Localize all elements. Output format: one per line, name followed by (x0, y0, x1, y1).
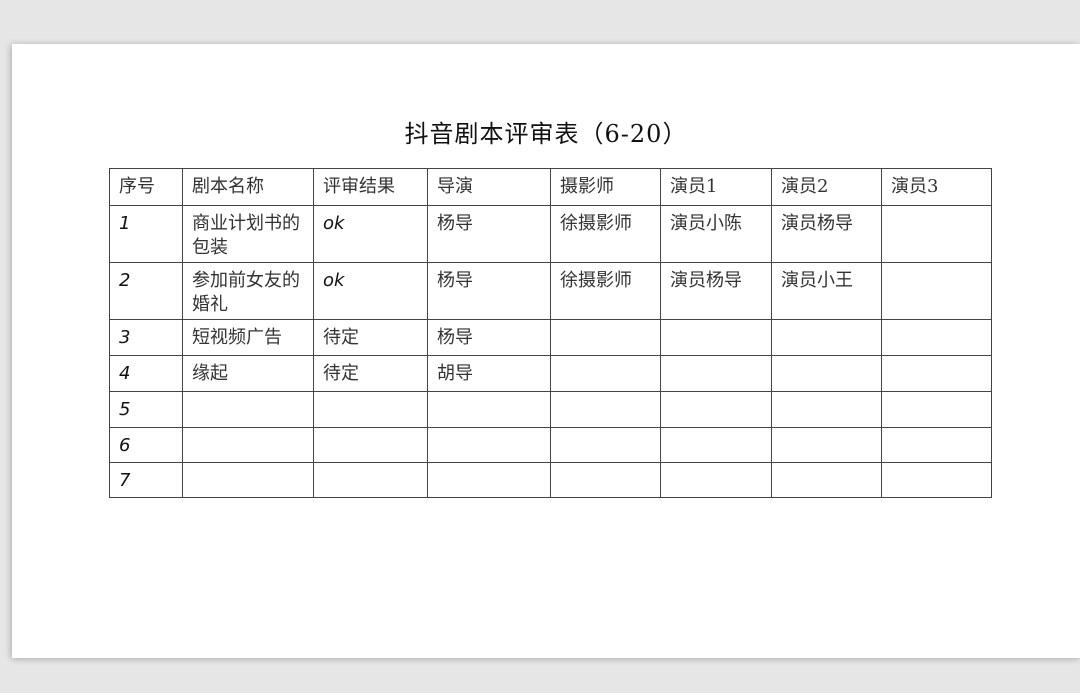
table-cell (550, 427, 661, 463)
table-cell (313, 391, 428, 428)
table-cell (427, 427, 551, 463)
column-header: 摄影师 (550, 168, 661, 206)
table-cell (881, 427, 992, 463)
table-header-row: 序号 剧本名称 评审结果 导演 摄影师 演员1 演员2 演员3 (109, 168, 992, 206)
table-cell (881, 462, 992, 498)
table-cell (881, 205, 992, 263)
table-cell: 徐摄影师 (550, 205, 661, 263)
table-cell (313, 427, 428, 463)
table-cell: ok (313, 262, 428, 320)
table-cell: 待定 (313, 319, 428, 356)
column-header: 评审结果 (313, 168, 428, 206)
table-cell (881, 391, 992, 428)
table-row: 4 缘起 待定 胡导 (109, 355, 992, 392)
table-row: 1 商业计划书的包装 ok 杨导 徐摄影师 演员小陈 演员杨导 (109, 205, 992, 263)
table-cell: 杨导 (427, 262, 551, 320)
table-row: 3 短视频广告 待定 杨导 (109, 319, 992, 356)
table-cell: 演员杨导 (771, 205, 882, 263)
table-cell: 3 (109, 319, 183, 356)
table-cell (550, 391, 661, 428)
table-cell (427, 462, 551, 498)
table-cell (550, 319, 661, 356)
table-cell: 7 (109, 462, 183, 498)
table-cell: 待定 (313, 355, 428, 392)
table-cell: 商业计划书的包装 (182, 205, 314, 263)
table-cell (881, 262, 992, 320)
table-row: 5 (109, 391, 992, 428)
table-cell (660, 391, 772, 428)
table-cell (881, 355, 992, 392)
table-cell (660, 319, 772, 356)
document-page: 抖音剧本评审表（6-20） 序号 剧本名称 评审结果 导演 摄影师 演员1 演员2 演员3 1 商… (12, 44, 1080, 658)
document-title: 抖音剧本评审表（6-20） (404, 120, 688, 148)
table-cell: 杨导 (427, 319, 551, 356)
table-cell: 1 (109, 205, 183, 263)
table-cell (771, 355, 882, 392)
table-cell: 2 (109, 262, 183, 320)
table-cell: 6 (109, 427, 183, 463)
table-cell: 徐摄影师 (550, 262, 661, 320)
review-table: 序号 剧本名称 评审结果 导演 摄影师 演员1 演员2 演员3 1 商业计划书的包装 ok 杨导 徐摄影… (109, 168, 992, 498)
table-row: 6 (109, 427, 992, 463)
table-cell: 参加前女友的婚礼 (182, 262, 314, 320)
table-cell (550, 355, 661, 392)
column-header: 剧本名称 (182, 168, 314, 206)
column-header: 演员3 (881, 168, 992, 206)
table-cell (313, 462, 428, 498)
table-cell (550, 462, 661, 498)
table-cell: 缘起 (182, 355, 314, 392)
table-row: 7 (109, 462, 992, 498)
table-cell (427, 391, 551, 428)
table-cell (771, 319, 882, 356)
table-cell: 演员杨导 (660, 262, 772, 320)
table-cell: 演员小王 (771, 262, 882, 320)
table-cell (182, 427, 314, 463)
table-cell (660, 462, 772, 498)
table-row: 2 参加前女友的婚礼 ok 杨导 徐摄影师 演员杨导 演员小王 (109, 262, 992, 320)
table-cell: 演员小陈 (660, 205, 772, 263)
table-cell: 4 (109, 355, 183, 392)
table-cell (881, 319, 992, 356)
column-header: 演员2 (771, 168, 882, 206)
table-cell (660, 355, 772, 392)
table-cell: 短视频广告 (182, 319, 314, 356)
column-header: 演员1 (660, 168, 772, 206)
table-cell (182, 462, 314, 498)
table-cell (771, 462, 882, 498)
table-cell (771, 391, 882, 428)
table-cell (771, 427, 882, 463)
table-cell: 5 (109, 391, 183, 428)
column-header: 序号 (109, 168, 183, 206)
table-cell: 胡导 (427, 355, 551, 392)
table-cell (182, 391, 314, 428)
table-cell (660, 427, 772, 463)
column-header: 导演 (427, 168, 551, 206)
table-cell: ok (313, 205, 428, 263)
table-cell: 杨导 (427, 205, 551, 263)
